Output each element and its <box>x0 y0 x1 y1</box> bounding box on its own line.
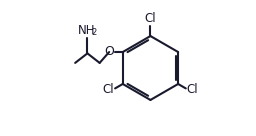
Text: Cl: Cl <box>103 83 114 96</box>
Text: O: O <box>104 45 114 58</box>
Text: Cl: Cl <box>145 12 156 25</box>
Text: Cl: Cl <box>187 83 198 96</box>
Text: 2: 2 <box>91 28 97 37</box>
Text: NH: NH <box>78 24 95 37</box>
